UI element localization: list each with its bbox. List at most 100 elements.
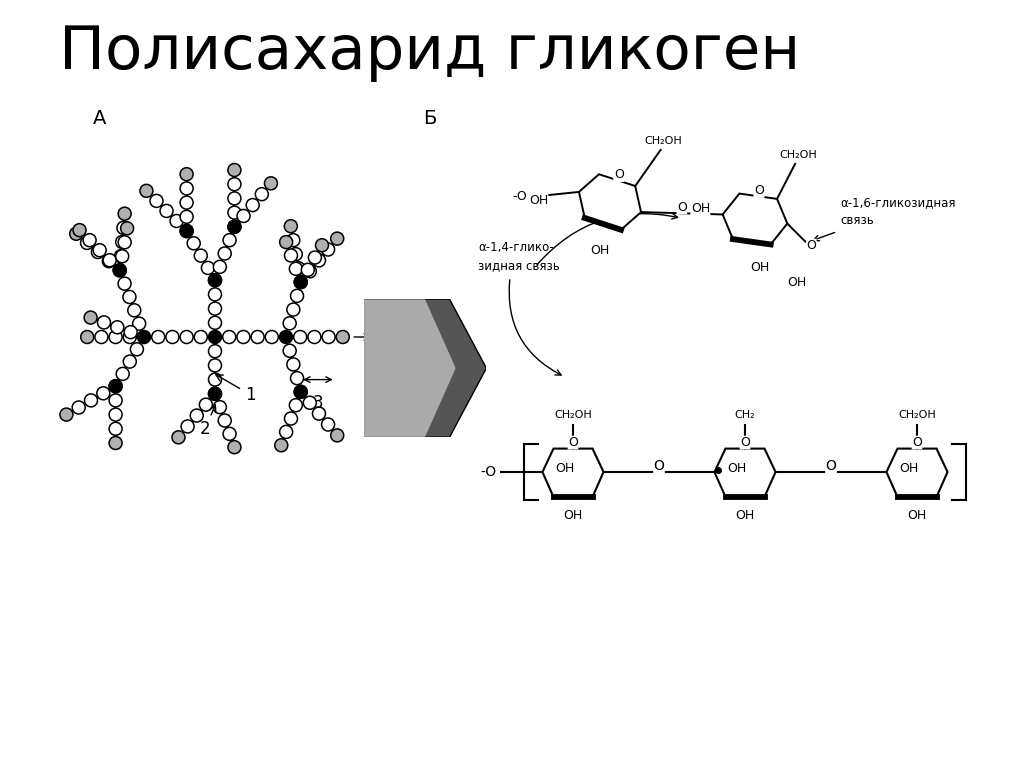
Circle shape	[209, 359, 221, 372]
Circle shape	[246, 199, 259, 212]
Polygon shape	[364, 299, 486, 437]
Text: α-1,6-гликозидная
связь: α-1,6-гликозидная связь	[840, 196, 955, 228]
Text: 1: 1	[216, 374, 255, 403]
Text: OH: OH	[563, 509, 583, 522]
Polygon shape	[723, 193, 787, 245]
Circle shape	[73, 224, 86, 236]
Circle shape	[110, 380, 122, 393]
Circle shape	[255, 188, 268, 201]
Circle shape	[85, 394, 97, 407]
Circle shape	[166, 331, 179, 344]
Circle shape	[128, 304, 140, 317]
Polygon shape	[364, 299, 486, 437]
Circle shape	[285, 249, 298, 262]
Text: OH: OH	[751, 261, 770, 274]
Circle shape	[187, 237, 201, 250]
Circle shape	[294, 331, 307, 344]
Circle shape	[228, 163, 241, 176]
Circle shape	[223, 427, 237, 440]
Text: OH: OH	[727, 462, 746, 475]
Polygon shape	[364, 299, 486, 437]
Circle shape	[287, 234, 300, 247]
Circle shape	[265, 331, 279, 344]
Circle shape	[180, 196, 194, 209]
Circle shape	[331, 232, 344, 245]
Circle shape	[83, 234, 96, 247]
Circle shape	[294, 385, 307, 398]
Circle shape	[116, 367, 129, 380]
Circle shape	[290, 399, 302, 412]
Circle shape	[110, 380, 122, 393]
Circle shape	[110, 394, 122, 407]
Circle shape	[284, 344, 296, 357]
Circle shape	[200, 398, 212, 411]
Circle shape	[312, 254, 326, 267]
Circle shape	[110, 436, 122, 449]
Circle shape	[150, 194, 163, 207]
Circle shape	[209, 387, 221, 400]
Circle shape	[95, 331, 108, 344]
Circle shape	[118, 277, 131, 290]
Text: OH: OH	[691, 202, 710, 216]
Text: O: O	[806, 239, 816, 252]
Circle shape	[218, 247, 231, 260]
Circle shape	[294, 385, 307, 398]
Polygon shape	[364, 299, 486, 437]
Text: -O: -O	[480, 465, 496, 479]
Circle shape	[123, 331, 136, 344]
Text: А: А	[93, 110, 106, 129]
Circle shape	[322, 418, 335, 431]
Circle shape	[195, 249, 207, 262]
Circle shape	[110, 423, 122, 436]
Circle shape	[336, 331, 349, 344]
Text: O: O	[754, 184, 764, 197]
Circle shape	[228, 206, 241, 219]
Text: O: O	[677, 201, 687, 214]
Text: OH: OH	[528, 193, 548, 206]
Circle shape	[292, 262, 305, 275]
Circle shape	[114, 264, 126, 277]
Circle shape	[195, 331, 207, 344]
Circle shape	[110, 408, 122, 421]
Polygon shape	[364, 299, 486, 437]
Text: 3: 3	[312, 393, 324, 412]
Polygon shape	[364, 299, 486, 437]
Circle shape	[102, 255, 116, 268]
Circle shape	[209, 274, 221, 287]
Circle shape	[117, 222, 130, 235]
Polygon shape	[364, 299, 486, 437]
Circle shape	[209, 373, 221, 386]
Polygon shape	[715, 449, 775, 497]
Polygon shape	[364, 299, 486, 437]
Circle shape	[213, 260, 226, 273]
Polygon shape	[543, 449, 603, 497]
Polygon shape	[887, 449, 947, 497]
Text: OH: OH	[899, 462, 919, 475]
Circle shape	[285, 412, 298, 425]
Circle shape	[280, 426, 293, 439]
Circle shape	[97, 387, 110, 400]
Circle shape	[123, 291, 136, 304]
Circle shape	[209, 331, 221, 344]
Circle shape	[303, 397, 316, 410]
Circle shape	[111, 321, 124, 334]
Text: OH: OH	[735, 509, 755, 522]
Circle shape	[315, 239, 329, 252]
Circle shape	[180, 225, 194, 238]
Text: -O: -O	[513, 190, 527, 203]
Circle shape	[116, 235, 129, 249]
Circle shape	[140, 184, 153, 197]
Circle shape	[228, 220, 241, 233]
Circle shape	[280, 235, 293, 249]
Circle shape	[180, 168, 194, 181]
Text: α-1,4-глико-
зидная связь: α-1,4-глико- зидная связь	[478, 242, 560, 272]
Circle shape	[301, 263, 314, 276]
Circle shape	[294, 275, 307, 288]
Text: OH: OH	[787, 275, 807, 288]
Circle shape	[228, 192, 241, 205]
Text: 2: 2	[200, 405, 216, 438]
Circle shape	[115, 249, 127, 262]
Circle shape	[180, 210, 194, 223]
Circle shape	[124, 326, 137, 339]
Circle shape	[190, 409, 203, 422]
